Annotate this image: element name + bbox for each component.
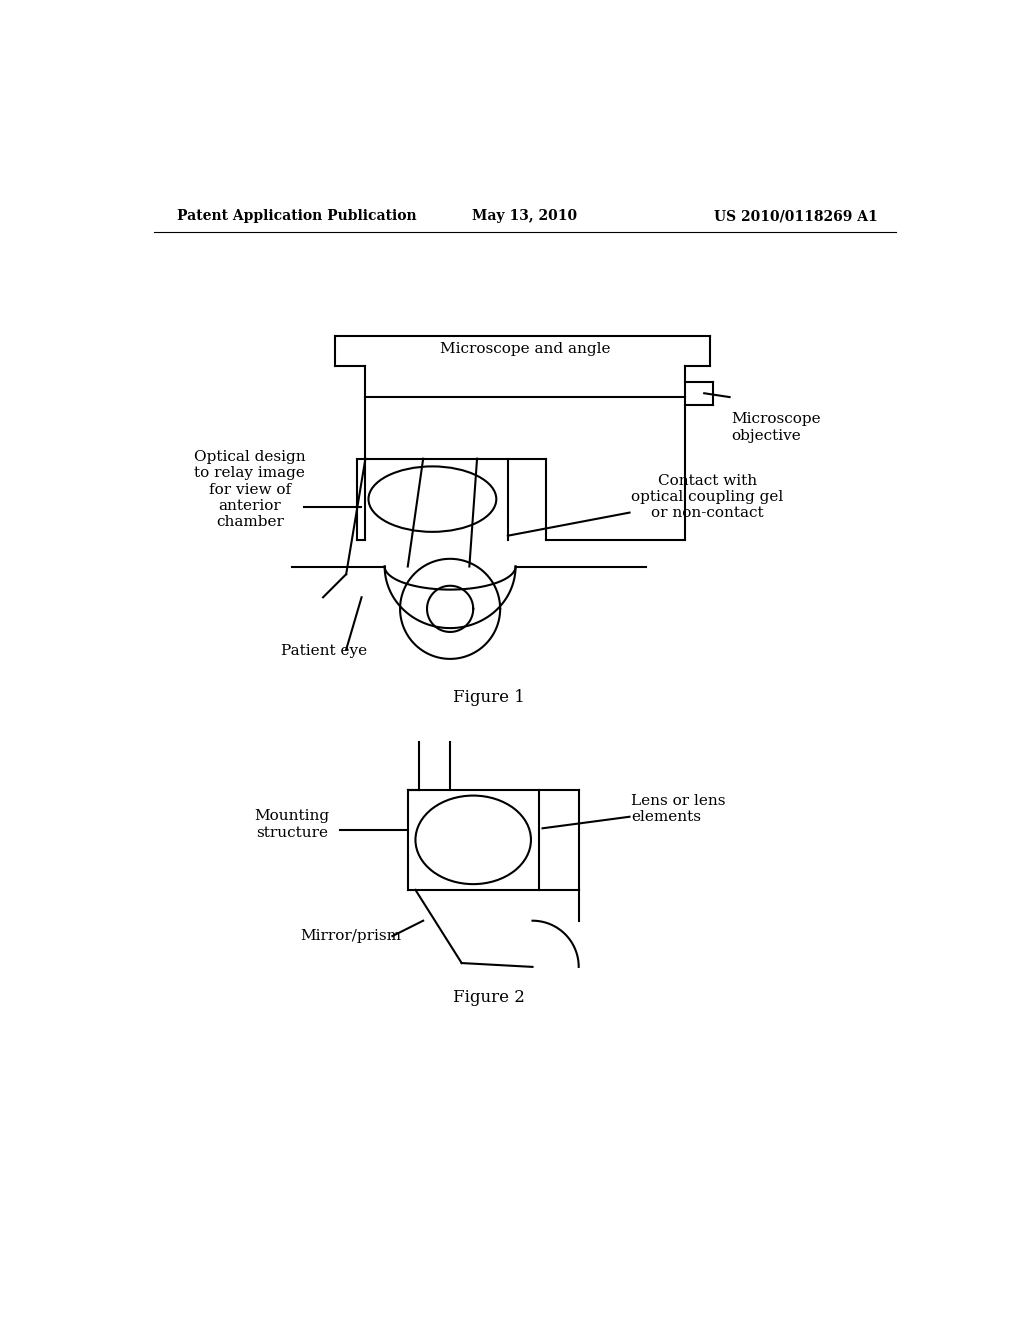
Ellipse shape bbox=[369, 466, 497, 532]
Text: Microscope
objective: Microscope objective bbox=[731, 412, 821, 442]
Text: May 13, 2010: May 13, 2010 bbox=[472, 209, 578, 223]
Text: Mirror/prism: Mirror/prism bbox=[300, 929, 401, 942]
Text: Figure 1: Figure 1 bbox=[453, 689, 524, 706]
Text: Patient eye: Patient eye bbox=[281, 644, 367, 659]
Text: Mounting
structure: Mounting structure bbox=[255, 809, 330, 840]
Ellipse shape bbox=[416, 796, 531, 884]
Text: Patent Application Publication: Patent Application Publication bbox=[177, 209, 417, 223]
Text: Contact with
optical coupling gel
or non-contact: Contact with optical coupling gel or non… bbox=[631, 474, 783, 520]
Text: Lens or lens
elements: Lens or lens elements bbox=[631, 793, 726, 824]
Text: Optical design
to relay image
for view of
anterior
chamber: Optical design to relay image for view o… bbox=[195, 450, 306, 529]
Text: Figure 2: Figure 2 bbox=[453, 989, 524, 1006]
Text: Microscope and angle: Microscope and angle bbox=[439, 342, 610, 356]
Text: US 2010/0118269 A1: US 2010/0118269 A1 bbox=[714, 209, 878, 223]
